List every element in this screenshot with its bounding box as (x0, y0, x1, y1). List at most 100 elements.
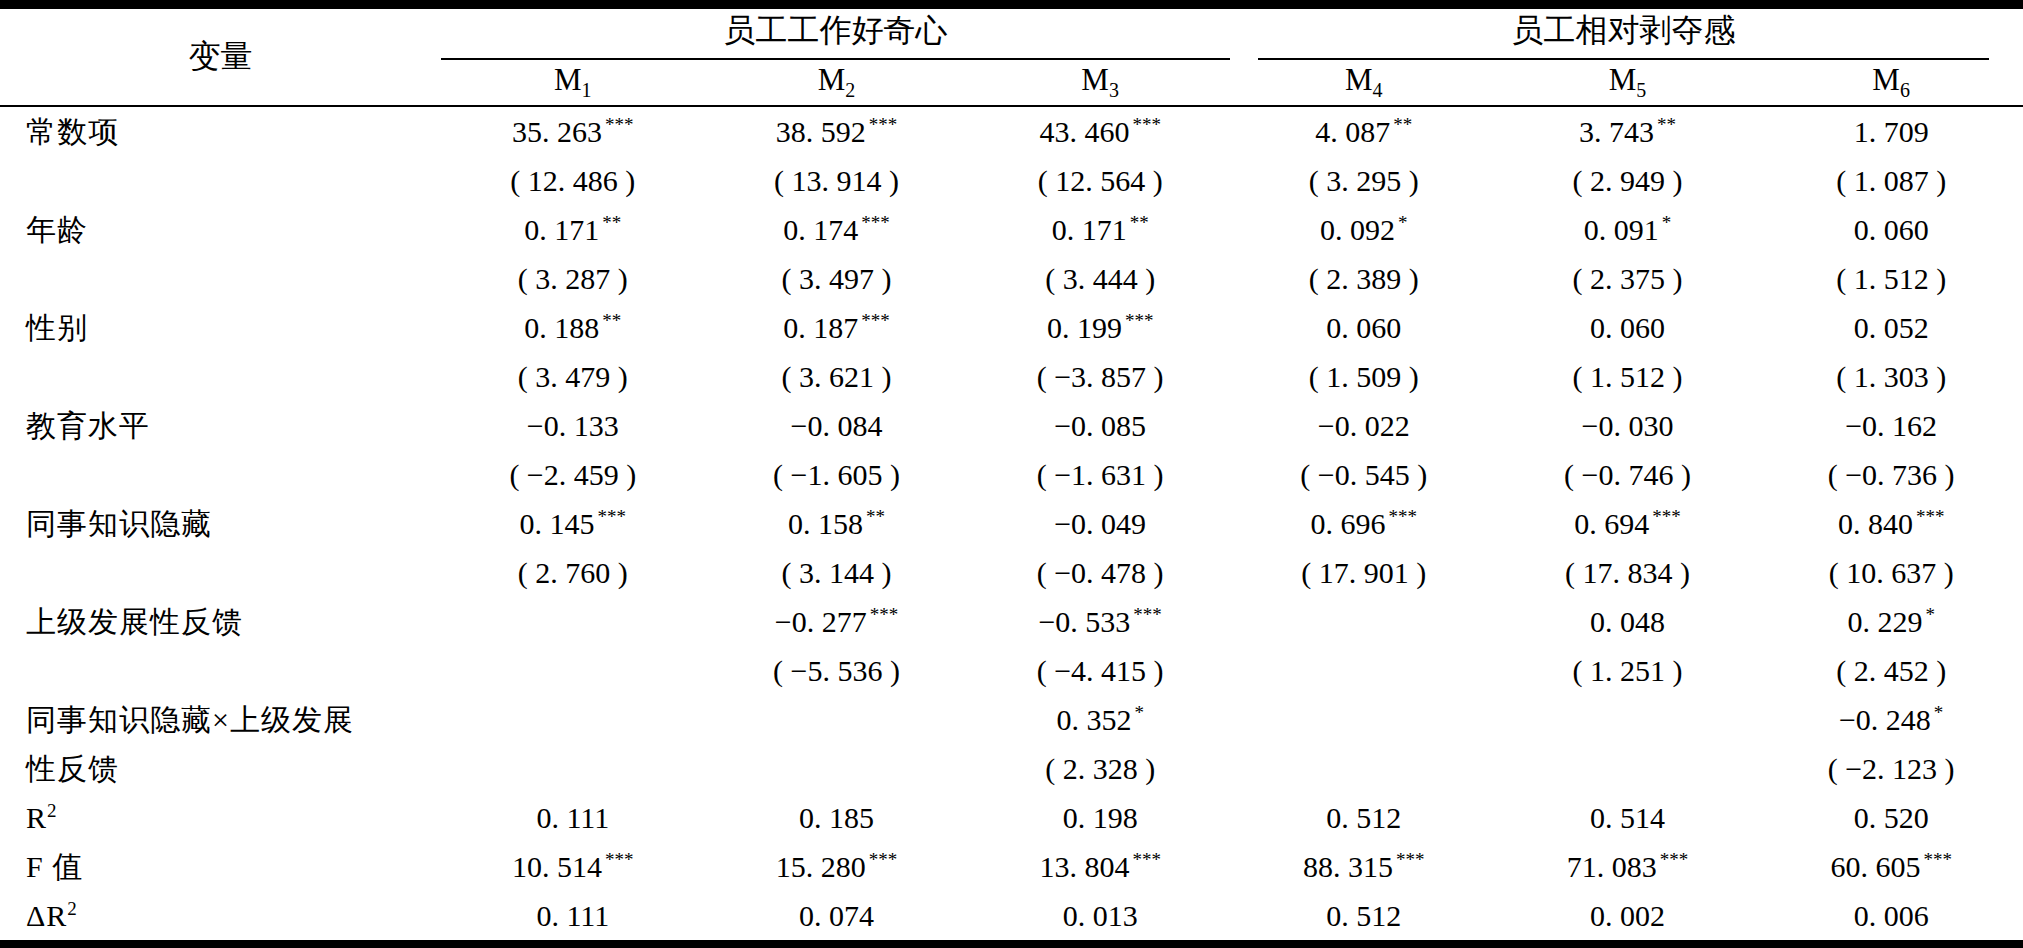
coef-row: 常数项35. 263***38. 592***43. 460***4. 087*… (0, 106, 2023, 156)
model-header-M4: M4 (1232, 60, 1496, 106)
t-value-cell: ( −2. 123 ) (1759, 744, 2023, 793)
coef-cell: 0. 158** (705, 499, 969, 548)
t-value-cell: ( 2. 760 ) (441, 548, 705, 597)
coef-cell: 0. 052 (1759, 303, 2023, 352)
coef-cell: 0. 092* (1232, 205, 1496, 254)
t-value-cell: ( 3. 287 ) (441, 254, 705, 303)
coef-cell: 0. 111 (441, 793, 705, 842)
t-value-cell: ( 3. 621 ) (705, 352, 969, 401)
t-value-cell: ( 1. 303 ) (1759, 352, 2023, 401)
significance-stars: * (1934, 702, 1944, 723)
significance-stars: ** (1657, 114, 1676, 135)
coef-cell: 0. 520 (1759, 793, 2023, 842)
significance-stars: *** (1133, 604, 1162, 625)
significance-stars: * (1925, 604, 1935, 625)
significance-stars: *** (1132, 849, 1161, 870)
t-value-cell: ( 2. 328 ) (968, 744, 1232, 793)
group-label-deprivation: 员工相对剥夺感 (1511, 12, 1735, 48)
coef-cell: 0. 091* (1496, 205, 1760, 254)
significance-stars: *** (869, 849, 898, 870)
significance-stars: ** (1393, 114, 1412, 135)
model-header-M1: M1 (441, 60, 705, 106)
coef-cell (441, 695, 705, 744)
significance-stars: *** (1132, 114, 1161, 135)
regression-table: 变量 员工工作好奇心 员工相对剥夺感 M1M2M3M4M5M6 常数项35. 2… (0, 0, 2023, 948)
coef-cell: 0. 352* (968, 695, 1232, 744)
coef-cell: 0. 512 (1232, 891, 1496, 946)
significance-stars: *** (1916, 506, 1945, 527)
coef-cell: 0. 006 (1759, 891, 2023, 946)
t-value-cell: ( −2. 459 ) (441, 450, 705, 499)
coef-row: 教育水平−0. 133−0. 084−0. 085−0. 022−0. 030−… (0, 401, 2023, 450)
t-value-cell: ( −1. 605 ) (705, 450, 969, 499)
t-value-cell: ( 2. 949 ) (1496, 156, 1760, 205)
significance-stars: * (1662, 212, 1672, 233)
coef-cell: 0. 111 (441, 891, 705, 946)
t-value-cell: ( 13. 914 ) (705, 156, 969, 205)
t-value-cell: ( 2. 452 ) (1759, 646, 2023, 695)
t-value-cell: ( 2. 389 ) (1232, 254, 1496, 303)
significance-stars: *** (1396, 849, 1425, 870)
significance-stars: ** (602, 212, 621, 233)
significance-stars: *** (1923, 849, 1952, 870)
coef-cell: 0. 171** (441, 205, 705, 254)
coef-cell: 1. 709 (1759, 106, 2023, 156)
group-label-curiosity: 员工工作好奇心 (723, 12, 947, 48)
t-value-cell: ( −3. 857 ) (968, 352, 1232, 401)
model-header-M5: M5 (1496, 60, 1760, 106)
coef-cell: 0. 013 (968, 891, 1232, 946)
t-value-cell: ( −0. 478 ) (968, 548, 1232, 597)
coef-cell: 0. 060 (1232, 303, 1496, 352)
t-value-cell: ( 17. 834 ) (1496, 548, 1760, 597)
coef-cell: 0. 840*** (1759, 499, 2023, 548)
significance-stars: *** (1125, 310, 1154, 331)
coef-cell: 0. 074 (705, 891, 969, 946)
t-value-cell: ( −5. 536 ) (705, 646, 969, 695)
t-value-cell: ( 10. 637 ) (1759, 548, 2023, 597)
significance-stars: *** (605, 849, 634, 870)
significance-stars: ** (866, 506, 885, 527)
row-label: 年龄 (0, 205, 441, 303)
coef-cell: 0. 199*** (968, 303, 1232, 352)
coef-row: F 值10. 514***15. 280***13. 804***88. 315… (0, 842, 2023, 891)
t-value-cell: ( 1. 512 ) (1759, 254, 2023, 303)
t-value-cell: ( 17. 901 ) (1232, 548, 1496, 597)
t-value-cell: ( 3. 295 ) (1232, 156, 1496, 205)
coef-cell: 38. 592*** (705, 106, 969, 156)
regression-table-page: 变量 员工工作好奇心 员工相对剥夺感 M1M2M3M4M5M6 常数项35. 2… (0, 0, 2023, 948)
significance-stars: *** (605, 114, 634, 135)
coef-cell: 35. 263*** (441, 106, 705, 156)
t-value-cell (1496, 744, 1760, 793)
t-value-cell: ( 1. 087 ) (1759, 156, 2023, 205)
table-body: 常数项35. 263***38. 592***43. 460***4. 087*… (0, 106, 2023, 946)
t-value-cell: ( 1. 251 ) (1496, 646, 1760, 695)
coef-cell: 0. 145*** (441, 499, 705, 548)
model-header-M6: M6 (1759, 60, 2023, 106)
significance-stars: *** (1389, 506, 1418, 527)
coef-cell (441, 597, 705, 646)
coef-cell (1232, 695, 1496, 744)
significance-stars: *** (598, 506, 627, 527)
coef-row: ΔR20. 1110. 0740. 0130. 5120. 0020. 006 (0, 891, 2023, 946)
coef-cell: −0. 533*** (968, 597, 1232, 646)
significance-stars: * (1398, 212, 1408, 233)
table-header: 变量 员工工作好奇心 员工相对剥夺感 M1M2M3M4M5M6 (0, 5, 2023, 107)
coef-cell: 71. 083*** (1496, 842, 1760, 891)
significance-stars: *** (1660, 849, 1689, 870)
t-value-cell (1232, 646, 1496, 695)
t-value-cell: ( −0. 545 ) (1232, 450, 1496, 499)
coef-cell: 0. 171** (968, 205, 1232, 254)
significance-stars: *** (869, 114, 898, 135)
t-value-cell: ( −4. 415 ) (968, 646, 1232, 695)
t-value-cell: ( 2. 375 ) (1496, 254, 1760, 303)
row-label: 同事知识隐藏×上级发展 性反馈 (0, 695, 441, 793)
coef-cell: −0. 022 (1232, 401, 1496, 450)
t-value-cell: ( 1. 512 ) (1496, 352, 1760, 401)
t-value-cell (441, 744, 705, 793)
significance-stars: *** (861, 310, 890, 331)
significance-stars: *** (870, 604, 899, 625)
variable-header-label: 变量 (189, 38, 253, 74)
coef-row: R20. 1110. 1850. 1980. 5120. 5140. 520 (0, 793, 2023, 842)
coef-cell: −0. 084 (705, 401, 969, 450)
significance-stars: ** (1130, 212, 1149, 233)
